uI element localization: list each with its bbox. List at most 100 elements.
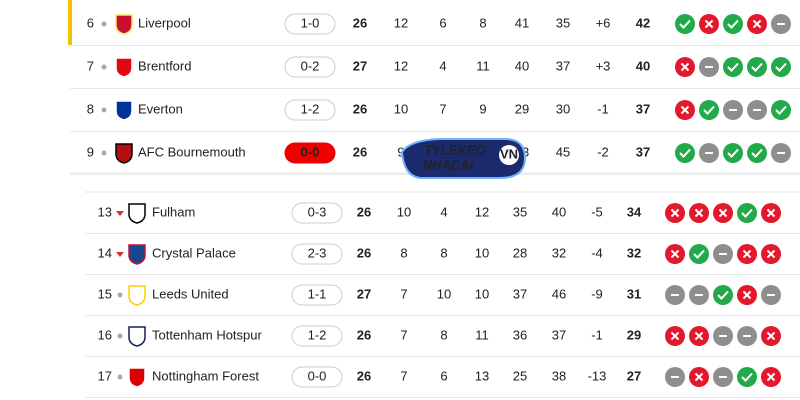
team-logo [115,57,133,78]
team-name: Tottenham Hotspur [152,327,263,342]
form-circle [747,143,767,163]
stat-gf: 36 [513,327,527,342]
team-name: Fulham [152,204,195,219]
form-check [775,62,787,72]
stat-pts: 37 [636,144,650,159]
watermark-badge-circle [499,145,519,165]
stat-gd: -9 [591,286,603,301]
form-icon [747,143,767,163]
last-score-badge [291,325,343,347]
team-name: Crystal Palace [152,245,236,260]
form-icon [723,100,743,120]
form-circle [737,367,757,387]
form-icon [689,367,709,387]
form-icon [699,100,719,120]
stat-lost: 10 [475,245,489,260]
form-circle [675,14,695,34]
form-icon [689,244,709,264]
stat-gf: 29 [515,101,529,116]
form-cross [670,331,680,341]
form-icon [771,143,791,163]
rank: 13 [98,204,112,219]
stat-pts: 32 [627,245,641,260]
form-circle [771,57,791,77]
form-circle [675,143,695,163]
stat-gf: 28 [513,245,527,260]
rank: 7 [87,58,94,73]
form-icon [771,57,791,77]
watermark-bg [400,138,527,179]
stat-gf: 37 [513,286,527,301]
form-circle [723,57,743,77]
form-icon [713,244,733,264]
last-score: 0-0 [301,144,320,159]
stat-played: 26 [353,15,367,30]
form-check [727,148,739,158]
form-check [727,19,739,29]
move-same [101,21,107,27]
form-icon [675,14,695,34]
stat-won: 10 [394,101,408,116]
form-circle [699,100,719,120]
form-icon [737,367,757,387]
form-icon [713,285,733,305]
form-cross [704,19,714,29]
form-cross [694,331,704,341]
form-circle [689,244,709,264]
team-logo [128,367,146,388]
last-score: 1-2 [308,327,327,342]
form-icon [675,143,695,163]
move-same [117,374,123,380]
stat-won: 7 [400,286,407,301]
stat-drawn: 6 [440,368,447,383]
last-score: 0-2 [301,58,320,73]
team-logo [128,326,146,347]
move-same [101,107,107,113]
form-cross [694,208,704,218]
team-name: AFC Bournemouth [138,144,246,159]
form-icon [747,57,767,77]
form-icon [689,326,709,346]
stat-played: 27 [353,58,367,73]
form-check [741,208,753,218]
team-name: Everton [138,101,183,116]
form-cross [718,208,728,218]
form-icon [737,244,757,264]
stat-pts: 42 [636,15,650,30]
form-icon [723,143,743,163]
last-score-badge [284,56,336,78]
stat-pts: 34 [627,204,642,219]
stat-drawn: 8 [440,327,447,342]
form-cross [680,62,690,72]
last-score-badge [291,366,343,388]
form-check [679,19,691,29]
form-circle [713,285,733,305]
stat-drawn: 7 [439,101,446,116]
form-icon [665,285,685,305]
stat-ga: 37 [556,58,570,73]
form-cross [766,331,776,341]
team-name: Nottingham Forest [152,368,259,383]
move-same [117,333,123,339]
move-down [116,211,124,216]
stat-pts: 31 [627,286,641,301]
rank: 14 [98,245,112,260]
stat-ga: 37 [552,327,566,342]
last-score: 1-2 [301,101,320,116]
stat-lost: 11 [476,58,490,73]
stat-lost: 10 [475,286,489,301]
last-score: 0-0 [308,368,327,383]
stat-lost: 9 [479,101,486,116]
form-check [693,249,705,259]
form-cross [680,105,690,115]
form-icon [737,203,757,223]
last-score-badge [284,99,336,121]
stat-drawn: 10 [437,286,451,301]
form-icon [737,285,757,305]
form-icon [665,367,685,387]
stat-ga: 40 [552,204,566,219]
move-same [101,64,107,70]
last-score: 2-3 [308,245,327,260]
watermark-line2: NHACAI [423,157,474,172]
